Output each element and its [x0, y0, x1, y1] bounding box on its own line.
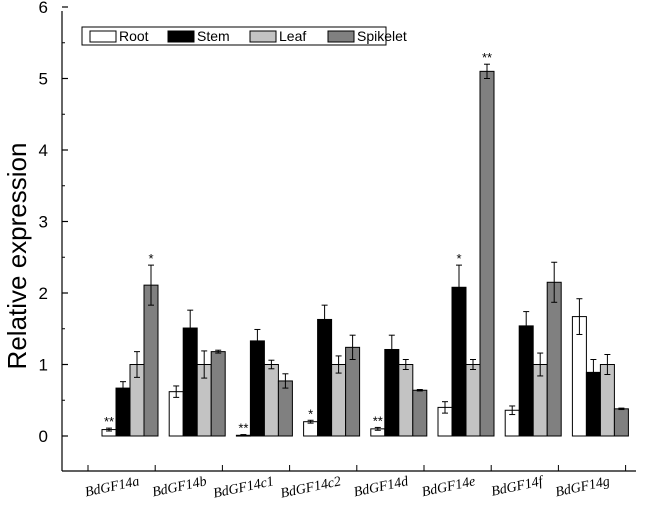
x-tick-label: BdGF14c1	[212, 474, 275, 501]
legend-swatch-root	[89, 30, 117, 43]
bar-stem-bdgf14f	[518, 325, 534, 437]
legend-swatch-stem	[167, 30, 195, 43]
bar-spikelet-bdgf14f	[546, 281, 562, 437]
bar-leaf-bdgf14e	[465, 364, 481, 437]
legend-label-spikelet: Spikelet	[357, 28, 407, 44]
legend-swatch-spikelet	[327, 30, 355, 43]
significance-mark: *	[456, 251, 461, 266]
y-tick-label: 0	[39, 427, 48, 446]
bar-spikelet-bdgf14d	[412, 389, 428, 437]
bar-stem-bdgf14c2	[317, 318, 333, 437]
x-tick-label: BdGF14a	[84, 474, 141, 500]
x-tick-label: BdGF14c2	[279, 474, 342, 501]
legend-label-root: Root	[119, 28, 149, 44]
x-tick-label: BdGF14d	[353, 474, 411, 500]
bar-root-bdgf14c2	[303, 421, 319, 437]
bar-stem-bdgf14a	[115, 387, 131, 437]
x-tick-label: BdGF14e	[420, 474, 476, 500]
x-tick-label: BdGF14b	[151, 474, 208, 500]
bar-spikelet-bdgf14c1	[277, 380, 293, 437]
y-tick-label: 2	[39, 284, 48, 303]
significance-mark: **	[238, 421, 248, 436]
y-tick-label: 3	[39, 213, 48, 232]
legend: Root Stem Leaf Spikelet	[81, 26, 407, 46]
bar-spikelet-bdgf14c2	[345, 346, 361, 437]
x-tick-label: BdGF14g	[554, 474, 611, 500]
significance-mark: **	[104, 414, 114, 429]
bar-spikelet-bdgf14a	[143, 284, 159, 437]
y-tick-label: 6	[39, 0, 48, 17]
y-tick-label: 5	[39, 70, 48, 89]
legend-label-stem: Stem	[197, 28, 230, 44]
significance-mark: **	[482, 50, 492, 65]
x-tick-label: BdGF14f	[490, 474, 546, 500]
bars-layer	[101, 63, 629, 437]
significance-mark: *	[148, 251, 153, 266]
legend-box	[81, 26, 387, 46]
axes-layer	[61, 6, 636, 472]
bar-spikelet-bdgf14e	[479, 70, 495, 437]
bar-spikelet-bdgf14b	[210, 351, 226, 437]
bar-root-bdgf14b	[168, 391, 184, 437]
legend-swatch-leaf	[249, 30, 277, 43]
bar-leaf-bdgf14d	[398, 364, 414, 437]
bar-leaf-bdgf14g	[599, 364, 615, 437]
bar-leaf-bdgf14c1	[263, 364, 279, 437]
bar-spikelet-bdgf14g	[613, 408, 629, 437]
y-tick-label: 4	[39, 141, 48, 160]
bar-leaf-bdgf14c2	[331, 364, 347, 437]
significance-mark: **	[373, 413, 383, 428]
significance-mark: *	[308, 406, 313, 421]
legend-label-leaf: Leaf	[279, 28, 306, 44]
bar-stem-bdgf14c1	[249, 340, 265, 437]
y-axis-title: Relative expression	[2, 143, 32, 370]
y-tick-label: 1	[39, 356, 48, 375]
